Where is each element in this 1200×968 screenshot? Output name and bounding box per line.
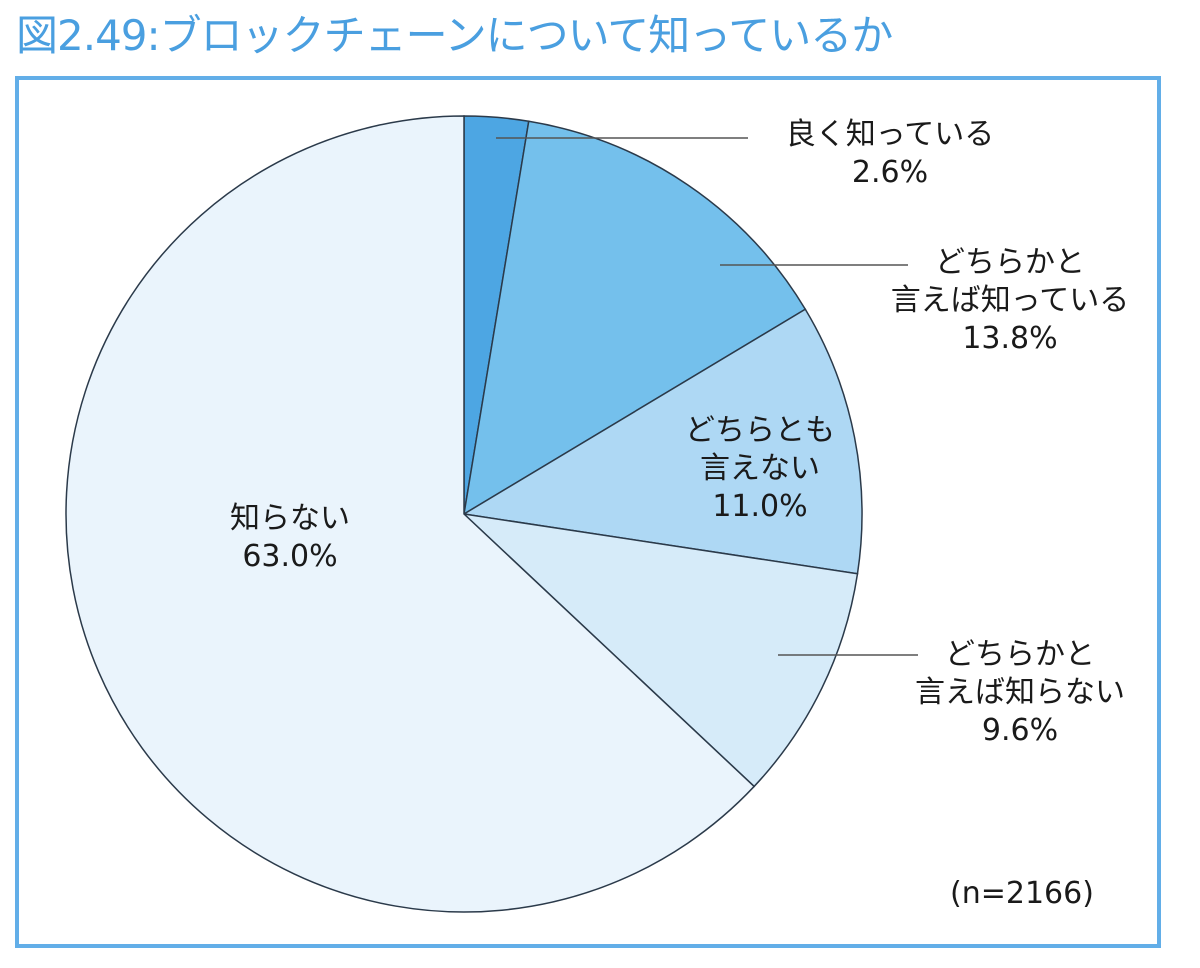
label-neither: どちらとも 言えない 11.0%	[685, 413, 835, 524]
slice-dont-know	[65, 115, 756, 913]
label-know-well: 良く知っている 2.6%	[785, 117, 995, 190]
slice-somewhat-know	[462, 120, 807, 516]
chart-title: 図2.49:ブロックチェーンについて知っているか	[16, 11, 893, 60]
label-somewhat-know: どちらかと 言えば知っている 13.8%	[890, 245, 1130, 356]
chart-frame	[15, 76, 1161, 948]
sample-size: (n=2166)	[950, 876, 1094, 911]
label-somewhat-not-know: どちらかと 言えば知らない 9.6%	[915, 637, 1125, 748]
slice-neither	[461, 308, 863, 575]
label-dont-know: 知らない 63.0%	[230, 501, 350, 574]
slice-somewhat-not-know	[461, 512, 859, 788]
